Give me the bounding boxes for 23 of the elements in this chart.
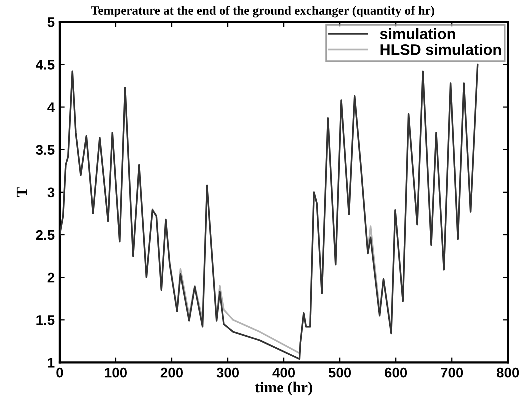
y-tick-label: 3	[48, 188, 55, 198]
x-tick-label: 600	[385, 368, 408, 378]
x-tick-label: 800	[496, 368, 520, 378]
x-tick-label: 500	[328, 368, 352, 378]
y-tick-label: 4.5	[36, 60, 55, 70]
y-tick-label: 3.5	[36, 145, 55, 156]
chart-title: Temperature at the end of the ground exchanger (quantity of hr)	[91, 6, 434, 18]
y-tick-label: 2.5	[36, 230, 55, 240]
x-tick-label: 100	[105, 368, 127, 378]
x-tick-label: 700	[441, 368, 464, 378]
legend-label: HLSD simulation	[380, 44, 502, 56]
x-tick-label: 0	[56, 368, 64, 378]
y-tick-label: 1.5	[36, 316, 55, 326]
x-tick-label: 400	[272, 368, 296, 378]
y-tick-label: 4	[48, 102, 56, 112]
x-axis-title: time (hr)	[255, 382, 312, 396]
y-tick-label: 5	[48, 18, 55, 28]
y-tick-label: 1	[48, 358, 55, 368]
y-tick-label: 2	[48, 272, 55, 283]
legend-label: simulation	[380, 28, 456, 40]
x-tick-label: 300	[216, 368, 240, 378]
y-axis-title: T	[16, 188, 27, 198]
x-tick-label: 200	[160, 368, 184, 378]
